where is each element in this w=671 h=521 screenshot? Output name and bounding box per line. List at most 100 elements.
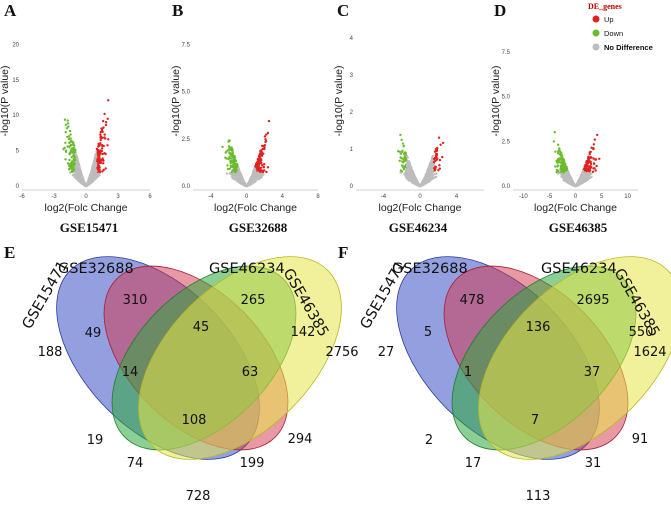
- volcano-point: [104, 121, 108, 124]
- volcano-point: [101, 170, 104, 173]
- volcano-point: [231, 172, 234, 176]
- volcano-point: [586, 178, 590, 181]
- x-axis-label: log2(Folc Change: [379, 202, 462, 214]
- volcano-point: [93, 177, 97, 180]
- volcano-point: [403, 153, 407, 156]
- volcano-point: [398, 159, 401, 162]
- y-tick-label: 3: [350, 73, 354, 79]
- volcano-point: [224, 156, 227, 159]
- volcano-point: [74, 160, 78, 164]
- y-tick-label: 5: [16, 149, 20, 155]
- volcano-point: [421, 182, 424, 186]
- volcano-point: [267, 119, 271, 123]
- volcano-point: [100, 127, 103, 130]
- volcano-point: [74, 175, 77, 179]
- volcano-point: [99, 138, 102, 142]
- plot-title: GSE15471: [60, 220, 119, 235]
- volcano-point: [259, 149, 262, 153]
- volcano-point: [103, 133, 106, 136]
- x-tick-label: 3: [116, 194, 120, 200]
- volcano-point: [101, 157, 104, 160]
- volcano-point: [76, 158, 79, 162]
- volcano-point: [73, 162, 76, 165]
- volcano-point: [240, 176, 244, 180]
- volcano-point: [429, 162, 432, 165]
- volcano-point: [66, 145, 69, 148]
- volcano-point: [262, 165, 265, 169]
- volcano-point: [558, 161, 562, 164]
- volcano-point: [98, 174, 101, 177]
- volcano-point: [431, 164, 434, 167]
- x-axis-label: log2(Folc Change: [45, 202, 128, 214]
- volcano-point: [399, 169, 403, 172]
- volcano-point: [228, 146, 231, 149]
- volcano-point: [64, 149, 68, 152]
- volcano-point: [72, 174, 76, 177]
- volcano-point: [91, 175, 94, 178]
- volcano-point: [103, 112, 106, 116]
- volcano-point: [406, 173, 409, 177]
- volcano-point: [234, 168, 237, 171]
- volcano-point: [241, 180, 244, 183]
- volcano-point: [67, 125, 70, 128]
- volcano-point: [229, 157, 233, 160]
- volcano-point: [554, 150, 557, 153]
- volcano-point: [437, 169, 440, 172]
- volcano-point: [234, 176, 237, 179]
- y-axis-label: -log10(P value): [333, 65, 345, 136]
- volcano-point: [229, 161, 232, 165]
- volcano-point: [81, 178, 84, 181]
- volcano-point: [396, 150, 400, 153]
- volcano-point: [439, 143, 442, 146]
- volcano-point: [265, 133, 268, 136]
- volcano-point: [401, 164, 404, 167]
- volcano-point: [73, 148, 77, 151]
- volcano-point: [416, 181, 419, 185]
- volcano-point: [409, 176, 412, 179]
- x-axis-label: log2(Folc Change: [214, 202, 297, 214]
- volcano-point: [100, 149, 104, 153]
- volcano-point: [66, 119, 70, 122]
- volcano-point: [430, 168, 433, 171]
- volcano-point: [400, 138, 403, 141]
- volcano-point: [88, 176, 91, 179]
- volcano-point: [94, 153, 98, 156]
- volcano-point: [238, 170, 241, 173]
- volcano-point: [403, 158, 406, 161]
- volcano-point: [228, 155, 231, 159]
- volcano-point: [433, 169, 436, 172]
- volcano-point: [74, 172, 78, 175]
- volcano-point: [239, 172, 242, 175]
- volcano-point: [259, 160, 262, 163]
- volcano-point: [255, 171, 258, 175]
- volcano-point: [72, 164, 75, 167]
- volcano-point: [102, 159, 105, 162]
- volcano-point: [232, 162, 235, 165]
- volcano-point: [253, 169, 257, 172]
- volcano-point: [98, 153, 101, 156]
- volcano-point: [560, 154, 564, 157]
- volcano-point: [595, 164, 598, 168]
- x-tick-label: 0: [245, 194, 249, 200]
- volcano-point: [98, 161, 101, 165]
- volcano-point: [426, 172, 429, 175]
- volcano-point: [95, 175, 99, 178]
- y-tick-label: 0: [16, 184, 20, 190]
- volcano-point: [435, 152, 438, 155]
- x-tick-label: 8: [316, 194, 320, 200]
- volcano-point: [71, 143, 75, 146]
- volcano-point: [67, 168, 71, 171]
- volcano-point: [441, 155, 444, 159]
- y-tick-label: 4: [350, 36, 354, 42]
- volcano-point: [99, 136, 102, 139]
- volcano-point: [405, 169, 408, 172]
- volcano-point: [407, 166, 410, 169]
- volcano-point: [101, 152, 104, 156]
- volcano-point: [77, 179, 81, 182]
- volcano-point: [68, 151, 72, 155]
- volcano-point: [594, 158, 597, 161]
- y-tick-label: 2.5: [182, 137, 191, 143]
- volcano-point: [235, 164, 238, 168]
- volcano-point: [99, 142, 102, 145]
